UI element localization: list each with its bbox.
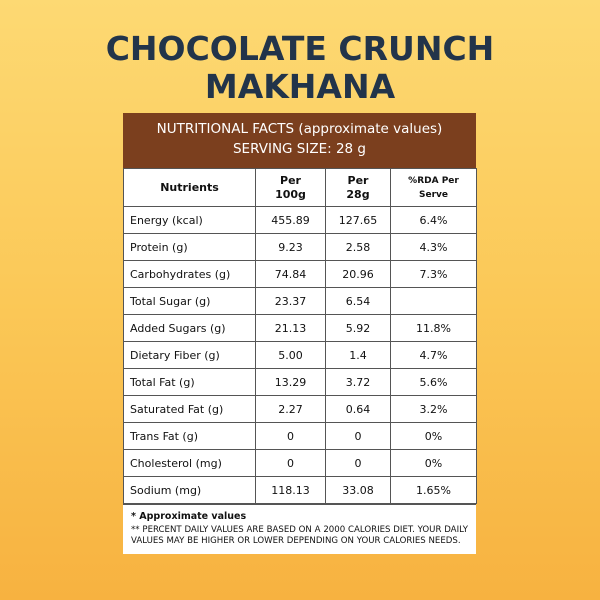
value-per-28g: 0 xyxy=(325,422,391,450)
nutrient-name: Total Sugar (g) xyxy=(123,287,256,315)
table-row: Sodium (mg) 118.13 33.08 1.65% xyxy=(123,476,477,504)
value-rda: 11.8% xyxy=(390,314,477,342)
table-row: Total Fat (g) 13.29 3.72 5.6% xyxy=(123,368,477,396)
value-per-100g: 21.13 xyxy=(255,314,326,342)
value-per-100g: 13.29 xyxy=(255,368,326,396)
table-row: Cholesterol (mg) 0 0 0% xyxy=(123,449,477,477)
value-rda: 3.2% xyxy=(390,395,477,423)
title-line-2: MAKHANA xyxy=(204,67,396,106)
nutrient-name: Sodium (mg) xyxy=(123,476,256,504)
value-per-100g: 118.13 xyxy=(255,476,326,504)
nutrient-name: Total Fat (g) xyxy=(123,368,256,396)
table-row: Protein (g) 9.23 2.58 4.3% xyxy=(123,233,477,261)
product-title: CHOCOLATE CRUNCH MAKHANA xyxy=(0,30,600,106)
nutrient-name: Added Sugars (g) xyxy=(123,314,256,342)
value-per-28g: 5.92 xyxy=(325,314,391,342)
value-per-28g: 127.65 xyxy=(325,206,391,234)
value-rda: 7.3% xyxy=(390,260,477,288)
nutrient-name: Saturated Fat (g) xyxy=(123,395,256,423)
nutrient-name: Carbohydrates (g) xyxy=(123,260,256,288)
value-per-28g: 6.54 xyxy=(325,287,391,315)
value-per-28g: 0 xyxy=(325,449,391,477)
column-header-rda: %RDA Per Serve xyxy=(390,168,477,207)
column-header-per-28g: Per 28g xyxy=(325,168,391,207)
table-row: Energy (kcal) 455.89 127.65 6.4% xyxy=(123,206,477,234)
title-line-1: CHOCOLATE CRUNCH xyxy=(105,29,495,68)
nutrition-heading: NUTRITIONAL FACTS (approximate values) xyxy=(156,121,443,137)
value-rda: 0% xyxy=(390,422,477,450)
value-per-100g: 2.27 xyxy=(255,395,326,423)
value-rda: 6.4% xyxy=(390,206,477,234)
table-row: Trans Fat (g) 0 0 0% xyxy=(123,422,477,450)
value-per-28g: 20.96 xyxy=(325,260,391,288)
footnote-approx: * Approximate values xyxy=(131,511,247,522)
nutrition-facts-panel: NUTRITIONAL FACTS (approximate values) S… xyxy=(123,113,477,554)
value-per-28g: 0.64 xyxy=(325,395,391,423)
table-row: Carbohydrates (g) 74.84 20.96 7.3% xyxy=(123,260,477,288)
value-per-28g: 1.4 xyxy=(325,341,391,369)
nutrition-header: NUTRITIONAL FACTS (approximate values) S… xyxy=(123,113,476,168)
nutrient-name: Trans Fat (g) xyxy=(123,422,256,450)
value-per-100g: 9.23 xyxy=(255,233,326,261)
value-per-100g: 0 xyxy=(255,449,326,477)
value-per-28g: 2.58 xyxy=(325,233,391,261)
value-rda: 4.3% xyxy=(390,233,477,261)
table-row: Dietary Fiber (g) 5.00 1.4 4.7% xyxy=(123,341,477,369)
value-per-28g: 33.08 xyxy=(325,476,391,504)
table-row: Saturated Fat (g) 2.27 0.64 3.2% xyxy=(123,395,477,423)
column-header-nutrients: Nutrients xyxy=(123,168,256,207)
footnote: * Approximate values ** PERCENT DAILY VA… xyxy=(123,504,476,554)
value-rda: 0% xyxy=(390,449,477,477)
nutrient-name: Dietary Fiber (g) xyxy=(123,341,256,369)
nutrient-name: Energy (kcal) xyxy=(123,206,256,234)
value-rda: 4.7% xyxy=(390,341,477,369)
value-rda: 1.65% xyxy=(390,476,477,504)
value-per-100g: 5.00 xyxy=(255,341,326,369)
value-per-100g: 455.89 xyxy=(255,206,326,234)
column-header-per-100g: Per 100g xyxy=(255,168,326,207)
table-header-row: Nutrients Per 100g Per 28g %RDA Per Serv… xyxy=(123,168,477,207)
table-row: Added Sugars (g) 21.13 5.92 11.8% xyxy=(123,314,477,342)
value-per-100g: 74.84 xyxy=(255,260,326,288)
nutrition-table: Nutrients Per 100g Per 28g %RDA Per Serv… xyxy=(123,168,477,504)
value-per-28g: 3.72 xyxy=(325,368,391,396)
value-rda: 5.6% xyxy=(390,368,477,396)
value-rda xyxy=(390,287,477,315)
serving-size: SERVING SIZE: 28 g xyxy=(232,141,367,157)
value-per-100g: 23.37 xyxy=(255,287,326,315)
nutrient-name: Cholesterol (mg) xyxy=(123,449,256,477)
footnote-daily-values: ** PERCENT DAILY VALUES ARE BASED ON A 2… xyxy=(131,524,468,547)
table-row: Total Sugar (g) 23.37 6.54 xyxy=(123,287,477,315)
value-per-100g: 0 xyxy=(255,422,326,450)
nutrient-name: Protein (g) xyxy=(123,233,256,261)
